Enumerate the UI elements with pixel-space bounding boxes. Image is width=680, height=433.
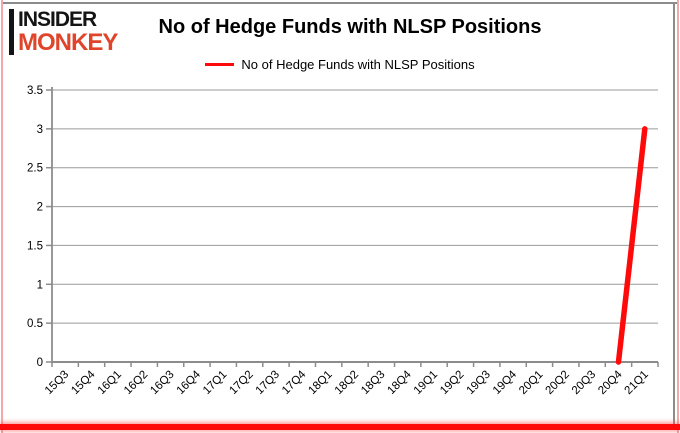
insider-monkey-logo: INSIDER MONKEY <box>9 8 118 56</box>
svg-text:3: 3 <box>37 124 43 136</box>
svg-text:21Q1: 21Q1 <box>623 369 651 397</box>
svg-text:20Q1: 20Q1 <box>517 369 545 397</box>
logo-text-line2: MONKEY <box>18 29 118 56</box>
bottom-accent-bar <box>0 424 680 430</box>
svg-text:18Q1: 18Q1 <box>306 369 334 397</box>
svg-text:2: 2 <box>37 202 43 214</box>
svg-text:16Q1: 16Q1 <box>96 369 124 397</box>
svg-text:1.5: 1.5 <box>27 240 43 252</box>
svg-text:19Q3: 19Q3 <box>464 369 492 397</box>
top-frame-line <box>3 2 677 4</box>
svg-text:19Q1: 19Q1 <box>412 369 440 397</box>
legend-label: No of Hedge Funds with NLSP Positions <box>241 57 475 72</box>
svg-text:18Q2: 18Q2 <box>333 369 361 397</box>
chart-legend: No of Hedge Funds with NLSP Positions <box>0 57 680 72</box>
logo-text-line1: INSIDER <box>18 8 97 31</box>
logo-text: INSIDER MONKEY <box>18 8 118 56</box>
svg-text:19Q4: 19Q4 <box>491 368 520 397</box>
svg-text:19Q2: 19Q2 <box>438 369 466 397</box>
right-frame-line <box>673 3 675 425</box>
left-edge-accent <box>1 0 3 433</box>
svg-text:20Q2: 20Q2 <box>544 369 572 397</box>
svg-text:16Q2: 16Q2 <box>122 369 150 397</box>
svg-text:18Q4: 18Q4 <box>385 368 414 397</box>
svg-text:16Q3: 16Q3 <box>148 369 176 397</box>
svg-text:20Q4: 20Q4 <box>596 368 625 397</box>
logo-mark-bar <box>9 9 14 55</box>
svg-text:15Q3: 15Q3 <box>43 369 71 397</box>
svg-text:17Q1: 17Q1 <box>201 369 229 397</box>
svg-text:17Q4: 17Q4 <box>280 368 309 397</box>
svg-text:17Q3: 17Q3 <box>254 369 282 397</box>
svg-text:1: 1 <box>37 279 43 291</box>
svg-text:0: 0 <box>37 357 43 369</box>
chart-title: No of Hedge Funds with NLSP Positions <box>158 16 542 38</box>
svg-text:20Q3: 20Q3 <box>570 369 598 397</box>
legend-line-swatch <box>205 63 235 66</box>
svg-text:16Q4: 16Q4 <box>175 368 204 397</box>
svg-text:2.5: 2.5 <box>27 163 43 175</box>
svg-text:18Q3: 18Q3 <box>359 369 387 397</box>
right-edge-accent <box>677 0 679 433</box>
svg-text:17Q2: 17Q2 <box>227 369 255 397</box>
svg-text:15Q4: 15Q4 <box>69 368 98 397</box>
svg-text:0.5: 0.5 <box>27 318 43 330</box>
svg-text:3.5: 3.5 <box>27 85 43 97</box>
